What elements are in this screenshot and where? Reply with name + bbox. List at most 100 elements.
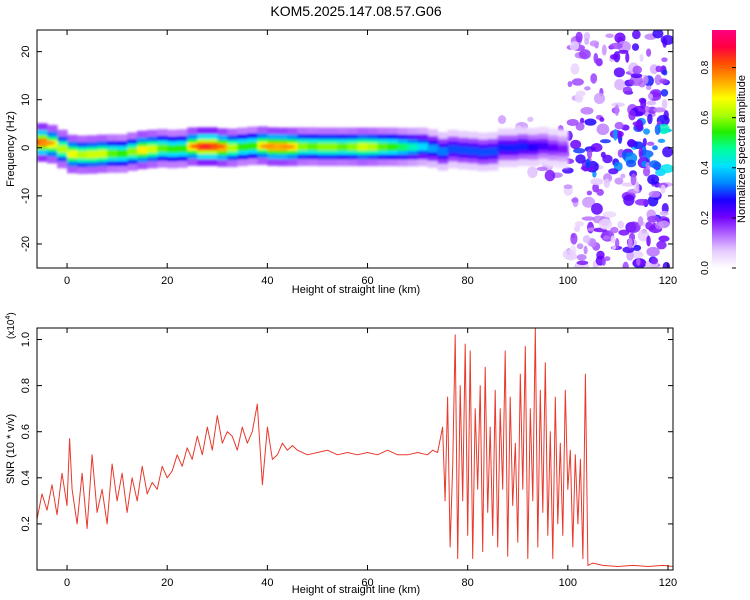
heatmap-noise-cell [602, 211, 617, 218]
heatmap-noise-cell [596, 123, 610, 136]
heatmap-noise-cell [576, 243, 584, 250]
heatmap-ridge-cell [447, 145, 459, 153]
snr-panel: 0 20 40 60 80 100 120 0.2 0.4 0.6 0.8 1.0 Height o… [5, 312, 677, 596]
heatmap-ridge-cell [157, 144, 168, 153]
colorbar-tick-label: 0.6 [700, 110, 711, 124]
heatmap-noise-cell [571, 197, 579, 203]
heatmap-noise-cell [611, 245, 617, 250]
heatmap-ridge-cell [77, 150, 88, 159]
heatmap-noise-cell [659, 78, 668, 84]
heatmap-ridge-cell [517, 142, 529, 151]
spectrogram-x-tick-label: 60 [361, 275, 373, 287]
heatmap-noise-cell [662, 69, 668, 76]
heatmap-noise-cell [633, 141, 644, 150]
heatmap-noise-cell [574, 92, 584, 104]
heatmap-noise-cell [566, 118, 579, 127]
heatmap-noise-cell [586, 190, 593, 196]
heatmap-noise-cell [660, 184, 666, 194]
snr-y-multiplier-base: (x10 [6, 319, 17, 339]
heatmap-ridge-cell [337, 142, 349, 151]
heatmap-noise-cell [658, 235, 670, 242]
heatmap-noise-cell [602, 235, 610, 240]
heatmap-noise-cell [603, 178, 611, 188]
heatmap-noise-cell [628, 79, 634, 85]
heatmap-noise-cell [592, 183, 599, 193]
heatmap-ridge-cell [127, 147, 138, 156]
heatmap-noise-cell [613, 128, 618, 141]
heatmap-noise-cell [632, 30, 641, 40]
heatmap-ridge-cell [527, 143, 539, 152]
snr-x-tick-label: 100 [559, 577, 577, 589]
heatmap-ridge-cell [167, 145, 178, 153]
heatmap-ridge-cell [457, 146, 469, 155]
heatmap-noise-cell [581, 216, 595, 221]
heatmap-noise-cell [591, 203, 603, 215]
heatmap-noise-cell [570, 63, 580, 75]
heatmap-noise-cell [650, 257, 659, 265]
heatmap-noise-cell [590, 142, 603, 152]
svg-text:(x104): (x104) [5, 312, 17, 339]
heatmap-noise-cell [601, 44, 607, 56]
snr-x-tick-label: 0 [64, 577, 70, 589]
heatmap-ridge-cell [97, 149, 108, 158]
heatmap-noise-cell [576, 260, 589, 266]
heatmap-noise-cell [611, 102, 625, 108]
heatmap-noise-cell [623, 194, 635, 206]
colorbar-ticks: 0.0 0.2 0.4 0.6 0.8 [700, 60, 736, 275]
heatmap-noise-cell [632, 65, 643, 74]
heatmap-noise-cell [630, 173, 637, 186]
heatmap-noise-cell [579, 117, 585, 124]
spectrogram-x-tick-label: 100 [559, 275, 577, 287]
heatmap-noise-cell [609, 42, 623, 50]
heatmap-noise-cell [620, 173, 626, 179]
heatmap-noise-cell [574, 225, 581, 233]
snr-y-multiplier-close: ) [6, 312, 17, 315]
heatmap-noise-cell [647, 195, 659, 207]
heatmap-noise-cell [575, 122, 585, 131]
heatmap-ridge-cell [387, 142, 399, 151]
snr-x-tick-label: 60 [361, 577, 373, 589]
heatmap-noise-cell [599, 117, 605, 122]
heatmap-noise-cell [637, 216, 644, 227]
heatmap-noise-cell [658, 220, 670, 229]
spectrogram-y-ticks: 20 10 0 -10 -20 [20, 46, 673, 252]
heatmap-noise-cell [599, 139, 611, 144]
heatmap-noise-cell [567, 80, 573, 88]
heatmap-noise-cell [659, 210, 669, 216]
heatmap-noise-cell [652, 145, 658, 151]
heatmap-noise-cell [584, 38, 590, 45]
heatmap-noise-cell [593, 52, 599, 64]
heatmap-noise-cell [583, 31, 591, 41]
heatmap-noise-cell [589, 40, 600, 47]
heatmap-noise-cell [536, 166, 548, 171]
heatmap-noise-cell [590, 178, 604, 186]
spectrogram-y-tick-label: -10 [20, 188, 32, 204]
spectrogram-frame [36, 29, 674, 269]
heatmap-noise-cell [584, 118, 597, 126]
heatmap-noise-cell [656, 240, 667, 250]
heatmap-noise-cell [627, 221, 641, 233]
snr-x-tick-label: 80 [462, 577, 474, 589]
heatmap-noise-cell [527, 116, 534, 123]
heatmap-ridge-cell [227, 143, 238, 152]
heatmap-noise-cell [647, 113, 653, 125]
heatmap-noise-cell [635, 181, 640, 193]
heatmap-noise-cell [648, 190, 661, 198]
heatmap-noise-cell [661, 99, 668, 109]
heatmap-ridge-cell [437, 147, 449, 156]
spectrogram-x-tick-label: 40 [261, 275, 273, 287]
heatmap-noise-cell [627, 237, 633, 249]
heatmap-ridge-cell [317, 142, 329, 151]
spectrogram-y-tick-label: 0 [20, 145, 32, 151]
heatmap-noise-cell [655, 65, 662, 73]
heatmap-ridge-cell [487, 147, 499, 156]
snr-y-tick-label: 0.2 [20, 516, 32, 531]
heatmap-noise-cell [660, 164, 673, 174]
heatmap-noise-cell [644, 105, 650, 112]
heatmap-noise-cell [622, 246, 635, 254]
heatmap-ridge-cell [307, 142, 319, 151]
heatmap-noise-cell [571, 78, 584, 86]
heatmap-ridge-cell [537, 142, 549, 150]
heatmap-ridge-cell [147, 145, 158, 153]
heatmap-noise-cell [634, 198, 649, 206]
